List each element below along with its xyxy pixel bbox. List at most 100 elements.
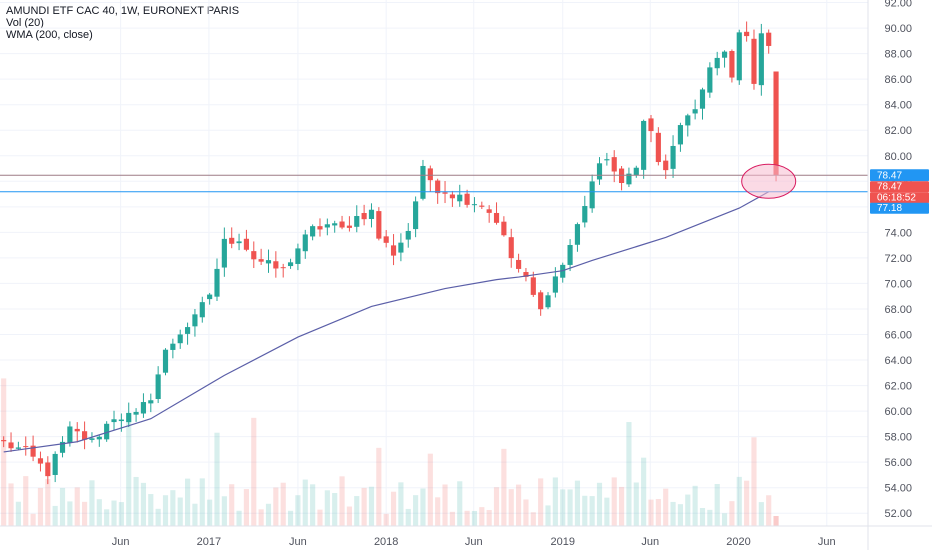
volume-bar [516, 484, 522, 526]
volume-bar [567, 489, 573, 526]
volume-bar [405, 508, 411, 526]
candle-body [427, 168, 433, 181]
price-tick-label: 66.00 [884, 329, 912, 341]
price-tick-label: 68.00 [884, 304, 912, 316]
candle-body [574, 224, 581, 245]
candle-body [67, 426, 73, 443]
time-tick-label: Jun [289, 536, 307, 548]
candle-body [538, 292, 544, 310]
time-tick-label: Jun [465, 536, 483, 548]
candle-body [354, 216, 360, 227]
volume-bar [221, 496, 227, 526]
candle-body [736, 32, 742, 81]
legend: AMUNDI ETF CAC 40, 1W, EURONEXT PARIS Vo… [6, 5, 239, 41]
volume-bar [52, 505, 58, 526]
volume-bar [508, 489, 514, 526]
candle-body [413, 201, 419, 230]
candle-body [155, 374, 161, 399]
candle-body [744, 31, 750, 37]
candle-body [339, 221, 345, 228]
volume-bar [67, 501, 73, 526]
price-tick-label: 72.00 [884, 253, 912, 265]
volume-bar [118, 502, 124, 526]
candle-body [214, 268, 220, 297]
volume-bar [236, 510, 242, 526]
tag-upper-line[interactable]: 78.47 [870, 169, 929, 182]
volume-bar [332, 493, 338, 526]
volume-bar [699, 508, 706, 526]
candle-body [552, 276, 558, 293]
volume-bar [280, 482, 286, 526]
candle-body [479, 205, 485, 207]
volume-bar [530, 512, 536, 526]
symbol-title[interactable]: AMUNDI ETF CAC 40, 1W, EURONEXT PARIS [6, 5, 240, 17]
candle-body [82, 431, 88, 440]
volume-bar [82, 501, 88, 526]
candle-body [243, 238, 250, 250]
candle-body [118, 419, 124, 422]
volume-bar [140, 482, 147, 526]
tag-countdown[interactable]: 06:18:52 [870, 192, 929, 204]
candle-body [677, 125, 684, 145]
volume-bar [1, 378, 7, 526]
candle-body [516, 259, 522, 269]
candle-body [714, 57, 720, 69]
candle-body [383, 236, 389, 243]
volume-bar [104, 509, 110, 526]
volume-bar [596, 482, 603, 526]
volume-bar [435, 497, 441, 526]
volume-bar [677, 504, 684, 526]
candle-body [471, 204, 478, 206]
grid [0, 0, 868, 526]
volume-bar [251, 417, 257, 526]
volume-bar [258, 509, 264, 526]
candle-body [324, 224, 330, 228]
candle-body [589, 181, 595, 209]
price-tick-label: 84.00 [884, 100, 912, 112]
volume-bar [177, 497, 183, 526]
horizontal-lines [0, 174, 868, 193]
volume-bar [15, 501, 21, 526]
price-tick-label: 80.00 [884, 151, 912, 163]
tag-last-price[interactable]: 78.47 [870, 181, 929, 193]
candle-body [1, 440, 7, 442]
candle-body [655, 132, 661, 163]
volume-bar [523, 499, 529, 526]
volume-bar [538, 478, 544, 526]
volume-bar [207, 499, 213, 526]
tag-lower-line-bg [870, 202, 929, 214]
time-tick-label: Jun [641, 536, 659, 548]
volume-bar [317, 509, 323, 526]
volume-bar [493, 487, 500, 526]
candle-body [464, 193, 470, 205]
volume-bar [192, 503, 198, 526]
volume-bar [758, 502, 764, 526]
time-axis[interactable]: Jun 2017 Jun 2018 Jun 2019 Jun 2020 Jun [112, 536, 836, 548]
volume-bar [648, 499, 654, 526]
price-tick-label: 52.00 [884, 508, 912, 520]
price-tick-label: 86.00 [884, 74, 912, 86]
tag-lower-line[interactable]: 77.18 [870, 202, 929, 214]
volume-indicator-label[interactable]: Vol (20) [6, 17, 44, 29]
candle-body [390, 245, 397, 256]
tag-countdown-text: 06:18:52 [877, 192, 916, 203]
volume-bar [126, 416, 132, 526]
volume-bar [670, 501, 676, 526]
candle-body [280, 267, 286, 269]
wma-indicator-label[interactable]: WMA (200, close) [6, 29, 93, 41]
candle-body [199, 302, 205, 318]
volume-bar [37, 487, 44, 526]
price-axis[interactable]: 52.00 54.00 56.00 58.00 60.00 62.00 64.00 66.00… [884, 0, 912, 520]
candle-body [523, 272, 529, 277]
volume-bar [243, 489, 250, 526]
candle-body [707, 67, 713, 93]
candle-body [89, 438, 95, 440]
volume-bar [265, 503, 272, 526]
volume-bar [692, 485, 698, 526]
volume-bar [442, 484, 448, 526]
time-tick-label: 2020 [726, 536, 750, 548]
volume-bar [486, 510, 492, 526]
volume-bar [184, 478, 191, 526]
volume-bar [229, 484, 235, 526]
